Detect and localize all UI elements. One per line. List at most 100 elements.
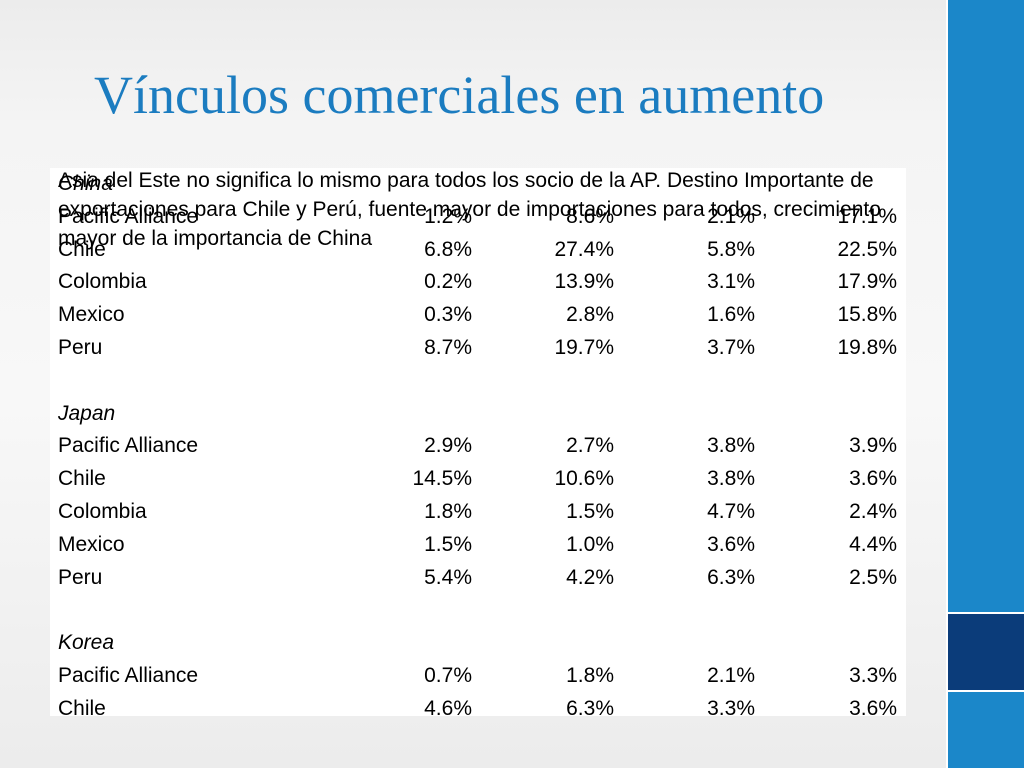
empty-cell <box>755 627 897 660</box>
value-cell: 4.4% <box>849 532 897 556</box>
empty-cell <box>472 398 614 431</box>
trade-share-table: China Pacific Alliance 1.2% 8.6% 2.1% 17.1% Ch… <box>58 168 897 716</box>
value-cell: 3.1% <box>707 270 755 294</box>
empty-cell <box>614 398 755 431</box>
country-cell: Mexico <box>58 303 125 327</box>
value-cell: 0.3% <box>424 303 472 327</box>
value-cell: 22.5% <box>837 237 897 261</box>
table-row: Mexico 0.3% 2.8% 1.6% 15.8% <box>58 299 897 332</box>
country-cell: Peru <box>58 565 103 589</box>
value-cell: 10.6% <box>554 467 614 491</box>
empty-cell <box>614 365 755 398</box>
value-cell: 17.9% <box>837 270 897 294</box>
table-row: Mexico 1.5% 1.0% 3.6% 4.4% <box>58 529 897 562</box>
value-cell: 3.8% <box>707 467 755 491</box>
value-cell: 4.2% <box>566 565 614 589</box>
side-bar-divider <box>946 0 948 768</box>
empty-cell <box>58 365 358 398</box>
value-cell: 2.9% <box>424 434 472 458</box>
empty-cell <box>58 594 358 627</box>
value-cell: 1.8% <box>566 663 614 687</box>
value-cell: 17.1% <box>837 204 897 228</box>
table-row: Colombia 0.2% 13.9% 3.1% 17.9% <box>58 266 897 299</box>
side-block-divider-bottom <box>948 690 1024 692</box>
empty-cell <box>755 594 897 627</box>
value-cell: 15.8% <box>837 303 897 327</box>
table-row: Chile 14.5% 10.6% 3.8% 3.6% <box>58 463 897 496</box>
value-cell: 19.7% <box>554 335 614 359</box>
empty-cell <box>755 398 897 431</box>
value-cell: 2.7% <box>566 434 614 458</box>
empty-cell <box>472 627 614 660</box>
table-row: Pacific Alliance 0.7% 1.8% 2.1% 3.3% <box>58 660 897 693</box>
side-block-divider-top <box>948 612 1024 614</box>
spacer-row <box>58 365 897 398</box>
country-cell: Peru <box>58 335 103 359</box>
value-cell: 0.2% <box>424 270 472 294</box>
value-cell: 4.7% <box>707 499 755 523</box>
table-row: Colombia 1.8% 1.5% 4.7% 2.4% <box>58 496 897 529</box>
empty-cell <box>472 365 614 398</box>
value-cell: 1.2% <box>424 204 472 228</box>
value-cell: 2.4% <box>849 499 897 523</box>
table-row: Pacific Alliance 2.9% 2.7% 3.8% 3.9% <box>58 430 897 463</box>
value-cell: 6.3% <box>566 696 614 716</box>
group-label: China <box>58 172 113 195</box>
group-header-row: Korea <box>58 627 897 660</box>
country-cell: Pacific Alliance <box>58 434 199 458</box>
value-cell: 3.9% <box>849 434 897 458</box>
trade-table-box: China Pacific Alliance 1.2% 8.6% 2.1% 17.1% Ch… <box>50 168 906 716</box>
value-cell: 27.4% <box>554 237 614 261</box>
value-cell: 13.9% <box>554 270 614 294</box>
value-cell: 6.8% <box>424 237 472 261</box>
group-header-row: Japan <box>58 398 897 431</box>
table-row: Pacific Alliance 1.2% 8.6% 2.1% 17.1% <box>58 201 897 234</box>
group-label: Japan <box>58 401 116 425</box>
value-cell: 1.0% <box>566 532 614 556</box>
value-cell: 1.6% <box>707 303 755 327</box>
value-cell: 5.4% <box>424 565 472 589</box>
value-cell: 4.6% <box>424 696 472 716</box>
country-cell: Colombia <box>58 499 147 523</box>
value-cell: 3.6% <box>849 696 897 716</box>
value-cell: 3.3% <box>707 696 755 716</box>
empty-cell <box>358 594 472 627</box>
country-cell: Chile <box>58 696 106 716</box>
country-cell: Colombia <box>58 270 147 294</box>
table-row: Peru 8.7% 19.7% 3.7% 19.8% <box>58 332 897 365</box>
spacer-row <box>58 594 897 627</box>
value-cell: 2.1% <box>707 204 755 228</box>
value-cell: 8.6% <box>566 204 614 228</box>
table-body: China Pacific Alliance 1.2% 8.6% 2.1% 17.1% Ch… <box>58 168 897 716</box>
value-cell: 19.8% <box>837 335 897 359</box>
empty-cell <box>472 594 614 627</box>
empty-cell <box>358 365 472 398</box>
country-cell: Pacific Alliance <box>58 204 199 228</box>
country-cell: Pacific Alliance <box>58 663 199 687</box>
empty-cell <box>614 594 755 627</box>
value-cell: 1.5% <box>566 499 614 523</box>
group-label: Korea <box>58 631 115 655</box>
country-cell: Mexico <box>58 532 125 556</box>
value-cell: 3.6% <box>849 467 897 491</box>
country-cell: Chile <box>58 237 106 261</box>
value-cell: 0.7% <box>424 663 472 687</box>
value-cell: 6.3% <box>707 565 755 589</box>
value-cell: 8.7% <box>424 335 472 359</box>
value-cell: 3.8% <box>707 434 755 458</box>
empty-cell <box>358 627 472 660</box>
slide-caption: Asia del Este no significa lo mismo para… <box>58 169 881 250</box>
empty-cell <box>755 365 897 398</box>
value-cell: 5.8% <box>707 237 755 261</box>
value-cell: 1.8% <box>424 499 472 523</box>
slide-title: Vínculos comerciales en aumento <box>94 65 825 125</box>
value-cell: 3.7% <box>707 335 755 359</box>
value-cell: 14.5% <box>412 467 472 491</box>
value-cell: 1.5% <box>424 532 472 556</box>
table-row: Peru 5.4% 4.2% 6.3% 2.5% <box>58 562 897 595</box>
empty-cell <box>614 627 755 660</box>
decorative-side-block <box>948 614 1024 690</box>
value-cell: 3.3% <box>849 663 897 687</box>
value-cell: 2.5% <box>849 565 897 589</box>
